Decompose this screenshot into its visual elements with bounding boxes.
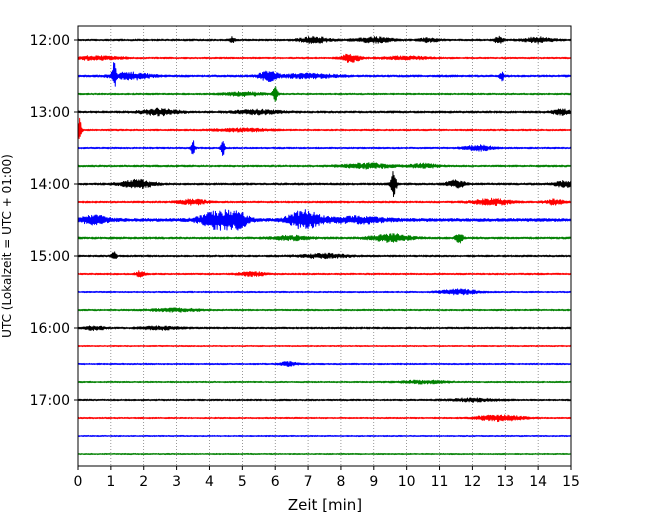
x-tick-label: 5 — [238, 474, 247, 490]
x-tick-label: 13 — [496, 474, 514, 490]
x-tick-label: 3 — [172, 474, 181, 490]
seismogram-trace — [77, 307, 572, 313]
seismogram-trace — [77, 197, 572, 207]
seismogram-trace — [77, 288, 572, 296]
seismogram-trace — [77, 360, 572, 368]
seismogram-trace — [77, 117, 572, 139]
x-tick-label: 9 — [369, 474, 378, 490]
x-tick-label: 1 — [106, 474, 115, 490]
x-grid — [110, 26, 539, 466]
y-tick-label: 14:00 — [30, 177, 70, 193]
seismogram-trace — [77, 270, 572, 278]
y-tick-label: 12:00 — [30, 33, 70, 49]
x-tick-label: 14 — [529, 474, 547, 490]
x-tick-label: 7 — [304, 474, 313, 490]
x-tick-label: 10 — [398, 474, 416, 490]
seismogram-trace — [77, 35, 572, 44]
seismogram-trace — [77, 414, 572, 423]
seismogram-trace — [77, 397, 572, 403]
seismogram-trace — [77, 62, 572, 87]
x-tick-label: 0 — [74, 474, 83, 490]
x-axis: 0 1 2 3 4 5 6 7 8 9 10 11 12 13 14 15 — [74, 466, 580, 490]
seismogram-trace — [77, 53, 572, 63]
seismogram-trace — [77, 251, 572, 260]
seismogram-trace — [77, 209, 572, 231]
seismogram-trace — [77, 171, 572, 198]
x-tick-label: 11 — [431, 474, 449, 490]
seismogram-trace — [77, 325, 572, 332]
seismogram-trace — [77, 107, 572, 117]
x-axis-title: Zeit [min] — [288, 496, 362, 514]
plot-frame — [77, 25, 572, 467]
y-tick-label: 17:00 — [30, 393, 70, 409]
x-tick-label: 12 — [463, 474, 481, 490]
x-tick-label: 2 — [139, 474, 148, 490]
x-tick-label: 8 — [336, 474, 345, 490]
y-tick-label: 15:00 — [30, 249, 70, 265]
seismogram-trace — [77, 434, 572, 438]
seismogram-trace — [77, 379, 572, 385]
y-axis-title: UTC (Lokalzeit = UTC + 01:00) — [0, 154, 14, 338]
x-tick-label: 4 — [205, 474, 214, 490]
seismogram-trace — [77, 452, 572, 456]
y-tick-label: 16:00 — [30, 321, 70, 337]
trace-layer — [77, 35, 572, 456]
seismogram-trace — [77, 140, 572, 156]
seismogram-trace — [77, 344, 572, 348]
y-tick-label: 13:00 — [30, 105, 70, 121]
x-tick-label: 6 — [271, 474, 280, 490]
seismogram-trace — [77, 162, 572, 170]
seismogram-trace — [77, 86, 572, 102]
y-axis: 12:00 13:00 14:00 15:00 16:00 17:00 — [30, 33, 78, 409]
seismogram-trace — [77, 233, 572, 244]
x-tick-label: 15 — [562, 474, 580, 490]
